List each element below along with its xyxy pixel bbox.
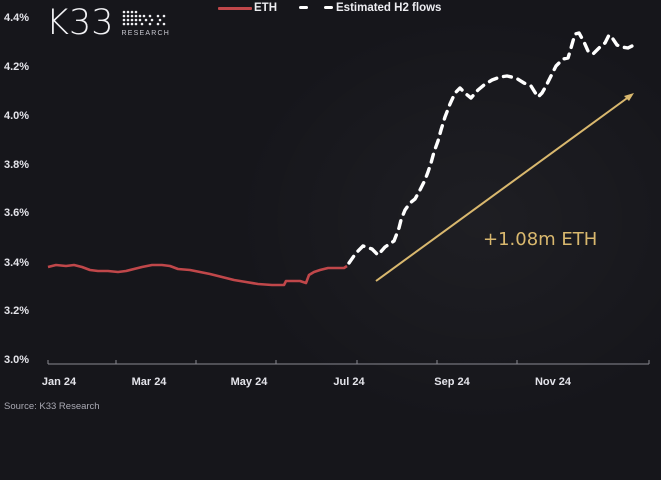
legend-label: ETH — [254, 2, 277, 14]
logo-text: K33 — [46, 3, 114, 43]
y-tick: 3.6% — [4, 207, 30, 219]
legend-swatch-dashed — [299, 6, 333, 10]
legend-label: Estimated H2 flows — [336, 2, 442, 14]
estimated-flows-line — [347, 31, 634, 265]
legend-item-estimated: Estimated H2 flows — [299, 2, 441, 14]
logo-subtitle: RESEARCH — [121, 29, 170, 37]
dot-matrix-icon — [122, 10, 165, 25]
x-tick: Jul 24 — [333, 376, 365, 388]
x-tick: Nov 24 — [534, 376, 572, 388]
flow-annotation: +1.08m ETH — [483, 229, 598, 250]
x-tick: Sep 24 — [434, 376, 470, 388]
y-tick: 3.8% — [4, 159, 30, 171]
source-note: Source: K33 Research — [4, 401, 100, 412]
eth-line — [47, 263, 348, 287]
legend-swatch-solid — [218, 6, 252, 10]
plot-area — [47, 31, 650, 365]
arrow-head-icon — [624, 93, 634, 101]
y-tick: 4.0% — [4, 110, 30, 122]
chart-legend: ETH Estimated H2 flows — [218, 2, 463, 14]
x-tick: Mar 24 — [131, 376, 167, 388]
y-tick: 4.4% — [4, 12, 30, 24]
k33-logo: K33 RESEARCH — [46, 3, 170, 43]
legend-item-eth: ETH — [218, 2, 277, 14]
y-tick: 3.4% — [4, 257, 30, 269]
x-axis — [47, 360, 650, 365]
y-tick: 3.0% — [4, 354, 30, 366]
logo-mark: RESEARCH — [122, 10, 171, 37]
y-tick: 3.2% — [4, 305, 30, 317]
y-tick: 4.2% — [4, 61, 30, 73]
x-tick: Jan 24 — [41, 376, 77, 388]
x-tick: May 24 — [230, 376, 268, 388]
trend-arrow — [375, 95, 631, 282]
